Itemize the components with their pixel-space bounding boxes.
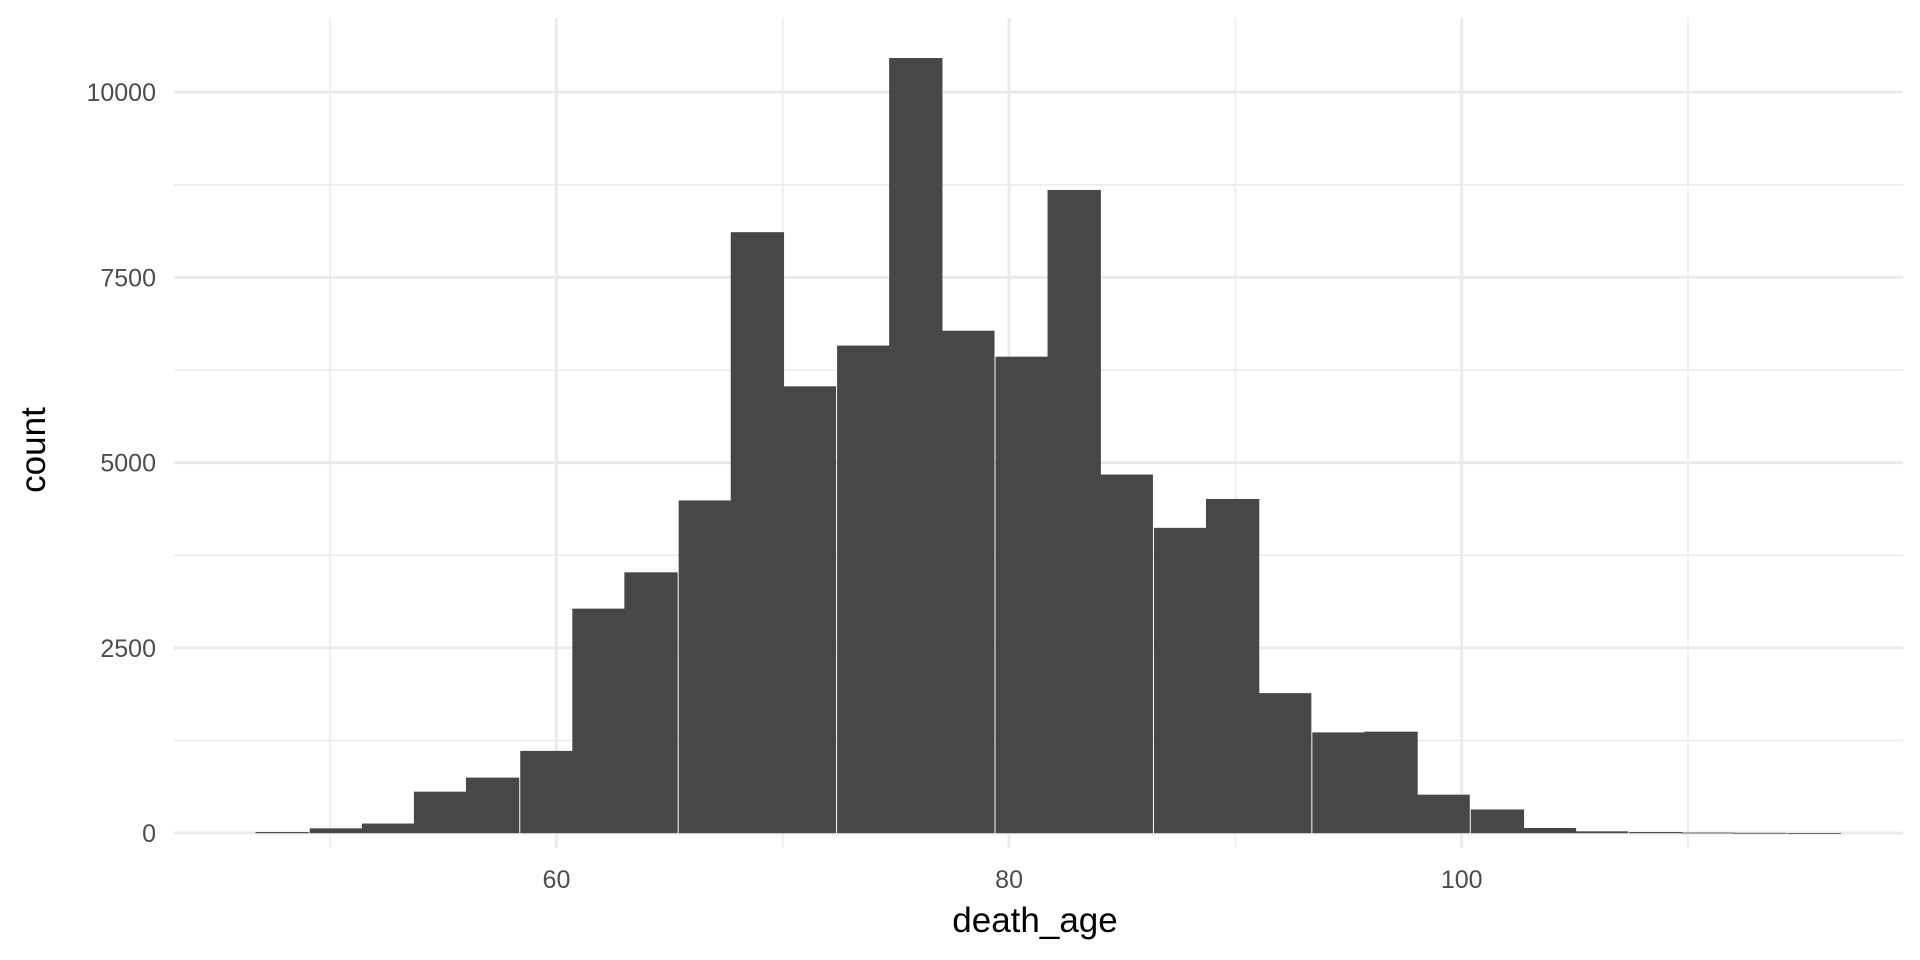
histogram-bar xyxy=(1787,833,1841,834)
y-tick-label: 5000 xyxy=(100,450,156,478)
x-tick-label: 80 xyxy=(995,866,1023,894)
tick-labels: 0 2500 5000 7500 10000 60 80 100 xyxy=(86,79,1482,894)
histogram-bar xyxy=(730,232,785,834)
histogram-bar xyxy=(520,750,574,834)
histogram-bar xyxy=(1522,827,1577,834)
histogram-bar xyxy=(941,330,995,834)
histogram-bar xyxy=(465,777,520,834)
histogram-bar xyxy=(1153,527,1208,834)
histogram-bar xyxy=(624,572,678,834)
histogram-bar xyxy=(678,500,732,834)
histogram-bar xyxy=(782,386,837,834)
histogram-bar xyxy=(1364,731,1418,834)
y-tick-label: 2500 xyxy=(100,635,156,663)
histogram-bar xyxy=(255,832,309,834)
x-tick-label: 60 xyxy=(543,866,571,894)
y-tick-label: 10000 xyxy=(86,79,156,107)
y-tick-label: 0 xyxy=(142,820,156,848)
histogram-bar xyxy=(1205,498,1260,834)
histogram-bar xyxy=(1574,831,1629,834)
histogram-bar xyxy=(1733,832,1787,834)
histogram-bar xyxy=(361,823,416,834)
histogram-bar xyxy=(1470,809,1525,834)
histogram-bar xyxy=(309,828,364,834)
x-tick-label: 100 xyxy=(1441,866,1483,894)
histogram-bar xyxy=(1099,474,1153,834)
histogram-bar xyxy=(413,791,468,834)
histogram-bar xyxy=(572,608,626,834)
histogram-bar xyxy=(889,58,943,834)
histogram-bar xyxy=(995,356,1049,834)
y-tick-label: 7500 xyxy=(100,264,156,292)
histogram-bar xyxy=(1047,189,1101,834)
histogram-bar xyxy=(1258,693,1312,834)
histogram-bar xyxy=(1312,732,1366,834)
x-axis-title: death_age xyxy=(952,901,1117,940)
histogram-bar xyxy=(1681,832,1735,834)
bars-layer xyxy=(255,58,1841,834)
histogram-bar xyxy=(1629,832,1683,834)
y-axis-title: count xyxy=(14,407,53,493)
histogram-bar xyxy=(1416,794,1470,834)
histogram-bar xyxy=(837,345,891,834)
